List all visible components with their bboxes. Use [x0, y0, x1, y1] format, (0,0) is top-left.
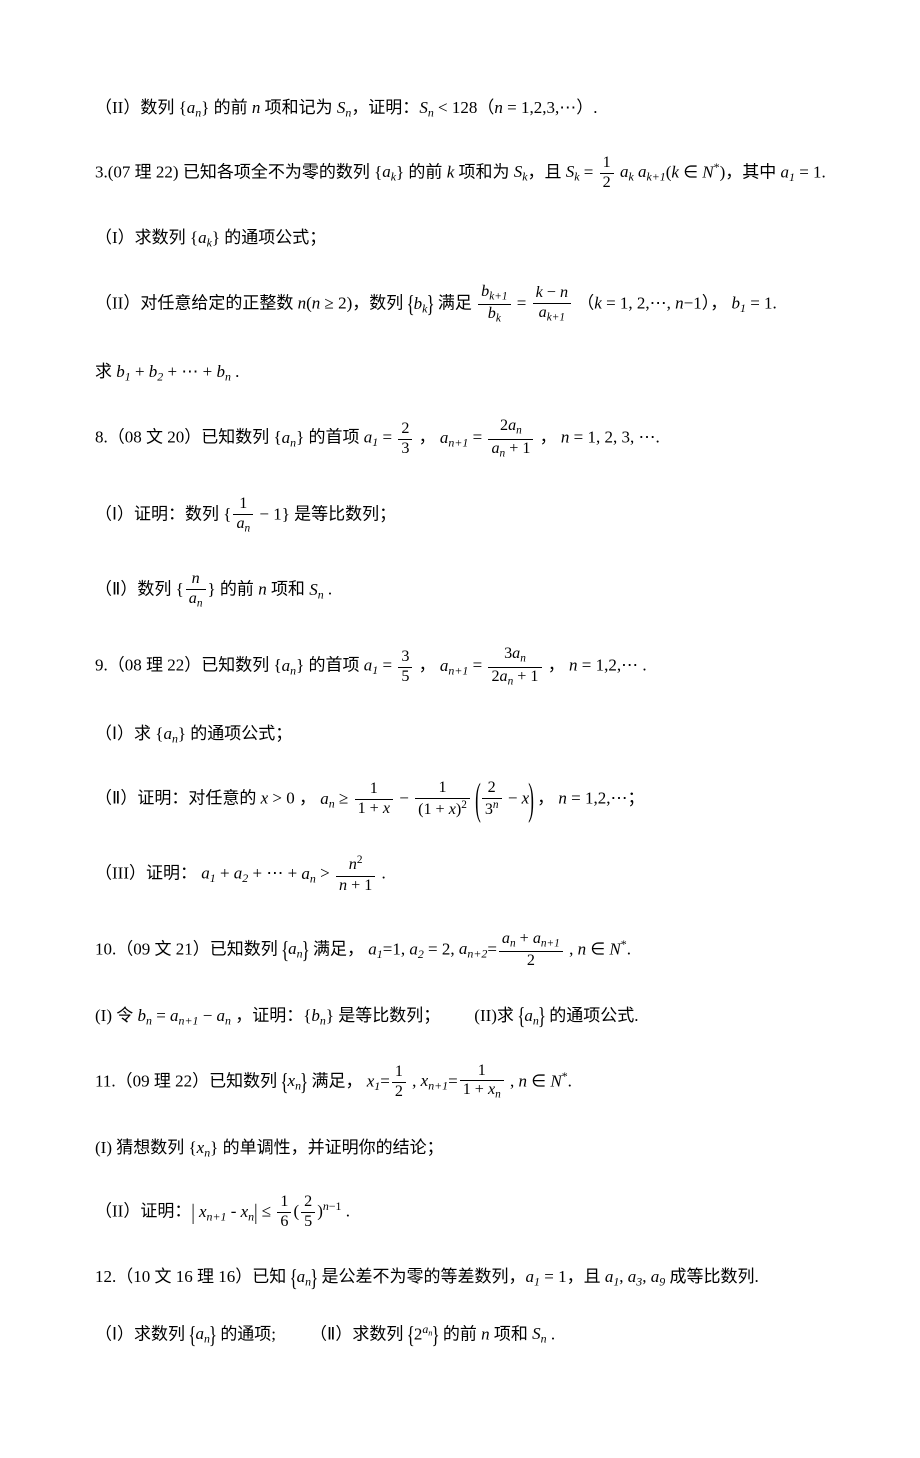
- p11-i: (I) 猜想数列 {xn} 的单调性，并证明你的结论；: [95, 1120, 920, 1177]
- p10-head: 10.（09 文 21）已知数列 {an} 满足， a1=1, a2 = 2, …: [95, 913, 920, 988]
- p9-ii: （Ⅱ）证明：对任意的 x > 0 ， an ≥ 11 + x − 1(1 + x…: [95, 762, 920, 837]
- p11-ii: （II）证明：| xn+1 - xn| ≤ 16(25)n−1 .: [95, 1176, 920, 1249]
- p9-i: （Ⅰ）求 {an} 的通项公式；: [95, 706, 920, 763]
- p12-head: 12.（10 文 16 理 16）已知 {an} 是公差不为零的等差数列，a1 …: [95, 1249, 920, 1306]
- p3-i: （I）求数列 {ak} 的通项公式；: [95, 210, 920, 267]
- p9-head: 9.（08 理 22）已知数列 {an} 的首项 a1 = 35 ， an+1 …: [95, 628, 920, 706]
- p8-ii: （Ⅱ）数列 {nan} 的前 n 项和 Sn .: [95, 553, 920, 628]
- p3-sum: 求 b1 + b2 + ⋯ + bn .: [95, 344, 920, 401]
- p8-i: （Ⅰ）证明：数列 {1an − 1} 是等比数列；: [95, 478, 920, 553]
- p3-head: 3.(07 理 22) 已知各项全不为零的数列 {ak} 的前 k 项和为 Sk…: [95, 137, 920, 210]
- p3-ii: （II）对任意给定的正整数 n(n ≥ 2)，数列 {bk} 满足 bk+1bk…: [95, 266, 920, 344]
- p8-head: 8.（08 文 20）已知数列 {an} 的首项 a1 = 23 ， an+1 …: [95, 400, 920, 478]
- p2-ii: （II）数列 {an} 的前 n 项和记为 Sn，证明：Sn < 128（n =…: [95, 80, 920, 137]
- p10-parts: (I) 令 bn = an+1 − an ，证明：{bn} 是等比数列； (II…: [95, 988, 920, 1045]
- p9-iii: （III）证明： a1 + a2 + ⋯ + an > n2n + 1 .: [95, 837, 920, 912]
- p11-head: 11.（09 理 22）已知数列 {xn} 满足， x1=12 , xn+1=1…: [95, 1045, 920, 1120]
- p12-parts: （Ⅰ）求数列 {an} 的通项; （Ⅱ）求数列 {2an} 的前 n 项和 Sn…: [95, 1306, 920, 1363]
